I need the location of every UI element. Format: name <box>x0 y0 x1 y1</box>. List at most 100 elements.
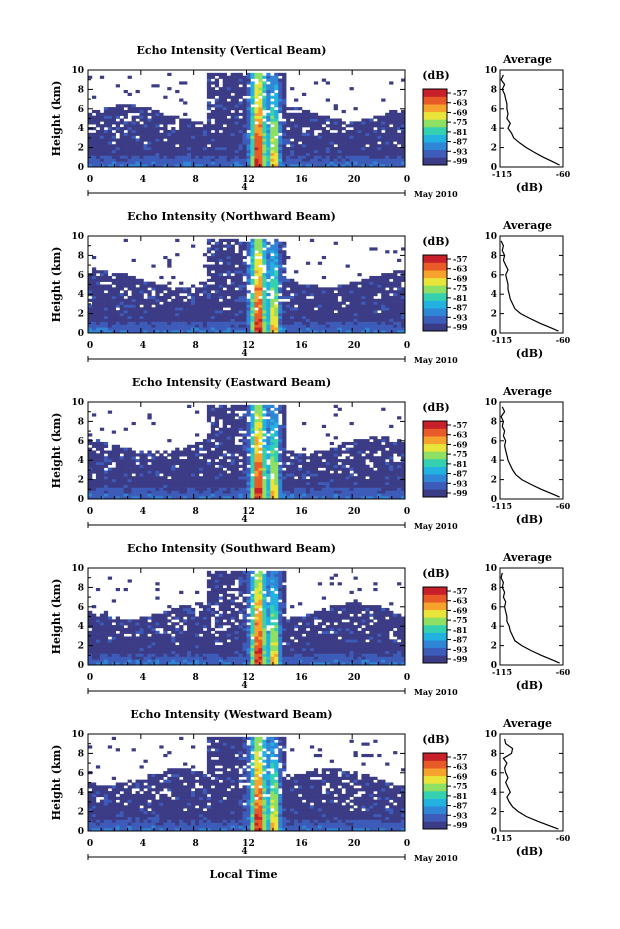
heatmap-cell <box>361 315 366 320</box>
colorbar-swatch <box>423 134 447 143</box>
heatmap-cell <box>171 467 176 471</box>
heatmap-cell <box>282 304 287 308</box>
heatmap-cell <box>214 129 220 134</box>
heatmap-cell <box>230 293 235 297</box>
heatmap-cell <box>266 152 271 156</box>
heatmap-cell <box>266 310 271 314</box>
heatmap-cell <box>325 467 331 471</box>
heatmap-cell <box>242 281 247 285</box>
heatmap-cell <box>183 459 188 463</box>
heatmap-cell <box>119 447 124 451</box>
heatmap-cell <box>198 487 204 491</box>
heatmap-cell <box>274 287 279 291</box>
heatmap-cell <box>95 301 101 305</box>
heatmap-cell <box>222 327 227 331</box>
heatmap-cell <box>246 304 251 308</box>
heatmap-cell <box>218 461 224 466</box>
heatmap-cell <box>321 138 327 142</box>
heatmap-cell <box>123 461 128 466</box>
heatmap-cell <box>345 313 350 317</box>
heatmap-cell <box>155 121 160 125</box>
heatmap-cell <box>135 144 140 148</box>
heatmap-cell <box>222 293 227 297</box>
heatmap-cell <box>179 450 184 454</box>
heatmap-cell <box>226 287 231 291</box>
heatmap-cell <box>385 327 390 331</box>
heatmap-cell <box>194 127 200 131</box>
heatmap-cell <box>175 313 180 317</box>
heatmap-cell <box>198 447 204 451</box>
heatmap-cell <box>250 470 255 474</box>
heatmap-cell <box>333 313 338 317</box>
heatmap-cell <box>377 118 382 122</box>
heatmap-cell <box>262 490 267 494</box>
heatmap-cell <box>226 121 231 125</box>
heatmap-cell <box>254 318 259 322</box>
heatmap-cell <box>218 484 224 488</box>
heatmap-cell <box>191 324 196 328</box>
heatmap-cell <box>397 152 402 156</box>
heatmap-cell <box>115 109 120 114</box>
heatmap-cell <box>238 275 243 280</box>
heatmap-cell <box>103 109 109 114</box>
heatmap-cell <box>333 470 338 474</box>
heatmap-cell <box>246 439 251 443</box>
heatmap-cell <box>389 161 394 165</box>
heatmap-cell <box>99 158 105 162</box>
heatmap-cell <box>282 321 287 325</box>
heatmap-cell <box>373 132 378 136</box>
heatmap-cell <box>230 284 235 288</box>
heatmap-cell <box>238 255 243 260</box>
heatmap-cell <box>163 164 168 168</box>
heatmap-cell <box>230 290 235 294</box>
heatmap-cell <box>198 147 204 151</box>
heatmap-cell <box>341 155 346 159</box>
heatmap-cell <box>333 155 338 159</box>
heatmap-cell <box>298 135 303 139</box>
heatmap-cell <box>353 284 358 288</box>
heatmap-cell <box>381 127 386 131</box>
heatmap-cell <box>143 313 148 317</box>
heatmap-cell <box>198 467 204 471</box>
heatmap-cell <box>226 158 231 162</box>
heatmap-cell <box>389 301 394 305</box>
heatmap-cell <box>238 124 243 128</box>
heatmap-cell <box>377 330 382 334</box>
heatmap-cell <box>389 141 394 145</box>
heatmap-cell <box>317 132 323 136</box>
heatmap-cell <box>115 461 120 466</box>
heatmap-cell <box>365 295 370 300</box>
heatmap-cell <box>270 129 275 134</box>
heatmap-cell <box>171 461 176 466</box>
heatmap-cell <box>290 141 295 145</box>
heatmap-cell <box>218 464 224 468</box>
heatmap-cell <box>230 419 235 423</box>
heatmap-cell <box>230 135 235 139</box>
heatmap-cell <box>381 301 386 305</box>
heatmap-cell <box>91 461 97 466</box>
heatmap-cell <box>183 132 188 136</box>
heatmap-cell <box>317 124 323 128</box>
heatmap-cell <box>341 318 346 322</box>
heatmap-cell <box>301 476 307 480</box>
heatmap-cell <box>218 275 224 280</box>
heatmap-cell <box>246 104 251 108</box>
heatmap-cell <box>171 293 176 297</box>
heatmap-cell <box>389 315 394 320</box>
heatmap-cell <box>183 493 188 497</box>
heatmap-cell <box>317 493 323 497</box>
heatmap-cell <box>325 304 331 308</box>
heatmap-cell <box>317 327 323 331</box>
heatmap-cell <box>119 132 124 136</box>
heatmap-cell <box>175 138 180 142</box>
heatmap-cell <box>230 278 235 282</box>
heatmap-cell <box>230 410 235 414</box>
heatmap-cell <box>143 476 148 480</box>
heatmap-cell <box>258 307 263 311</box>
heatmap-cell <box>270 456 275 460</box>
heatmap-cell <box>95 155 101 159</box>
heatmap-cell <box>115 470 120 474</box>
heatmap-cell <box>270 421 275 426</box>
heatmap-cell <box>107 467 113 471</box>
heatmap-cell <box>119 155 124 159</box>
